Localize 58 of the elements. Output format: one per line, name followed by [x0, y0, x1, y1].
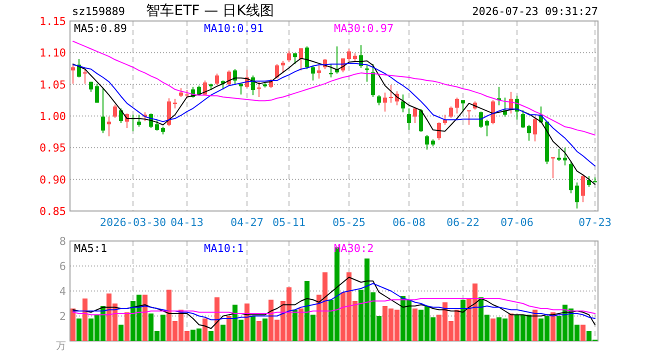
text: MA30:2: [334, 242, 374, 255]
bar: [508, 314, 514, 341]
y-tick-label: 6: [59, 260, 66, 273]
text: MA5:1: [74, 242, 108, 255]
bar: [244, 304, 250, 341]
y-tick-label: 4: [59, 285, 66, 298]
line-series: [72, 298, 596, 316]
line-series: [72, 40, 596, 136]
x-tick-label: 05-25: [332, 216, 366, 229]
y-tick-label: 1.00: [40, 110, 66, 123]
bar: [124, 312, 130, 341]
bar: [250, 316, 256, 341]
bar: [214, 297, 220, 341]
bar: [70, 308, 76, 341]
bar: [142, 294, 148, 341]
x-tick-label: 04-27: [230, 216, 264, 229]
y-tick-label: 0.90: [40, 173, 66, 186]
text: 2026-07-23 09:31:27: [472, 5, 598, 18]
y-tick-label: 1.05: [40, 78, 66, 92]
text: MA10:0.91: [204, 22, 264, 35]
bar: [460, 300, 466, 341]
bar: [580, 324, 586, 341]
bar: [298, 308, 304, 341]
bar: [220, 324, 226, 341]
bar: [226, 316, 232, 341]
bar: [262, 318, 268, 341]
x-tick-label: 06-22: [446, 216, 480, 229]
bar: [256, 321, 262, 341]
y-axis-title: 万: [56, 341, 66, 352]
y-tick-label: 1.15: [40, 15, 66, 28]
bar: [532, 310, 538, 341]
text: sz159889: [72, 5, 125, 18]
x-tick-label: 07-23: [578, 216, 612, 229]
y-tick-label: 0.95: [40, 142, 66, 155]
y-tick-label: 2: [59, 310, 66, 323]
y-tick-label: 1.10: [40, 46, 66, 60]
y-tick-label: 8: [59, 235, 66, 248]
text: MA5:0.89: [74, 22, 127, 35]
line-series: [72, 283, 596, 320]
x-tick-label: 06-08: [392, 216, 426, 229]
bar: [82, 298, 88, 341]
chart-title: 智车ETF — 日K线图: [146, 3, 274, 19]
bar: [412, 308, 418, 341]
bar: [118, 324, 124, 341]
text: MA30:0.97: [334, 22, 394, 35]
x-tick-label: 2026-03-30: [100, 216, 166, 229]
x-tick-label: 04-13: [170, 216, 204, 229]
bar: [550, 312, 556, 341]
bar: [202, 318, 208, 341]
text: MA10:1: [204, 242, 244, 255]
bar: [76, 318, 82, 341]
x-tick-label: 07-06: [500, 216, 534, 229]
bar: [208, 331, 214, 341]
x-tick-label: 05-11: [272, 216, 306, 229]
bar: [292, 310, 298, 341]
bar: [490, 318, 496, 341]
y-tick-label: 0.85: [40, 205, 66, 218]
line-series: [72, 276, 596, 329]
